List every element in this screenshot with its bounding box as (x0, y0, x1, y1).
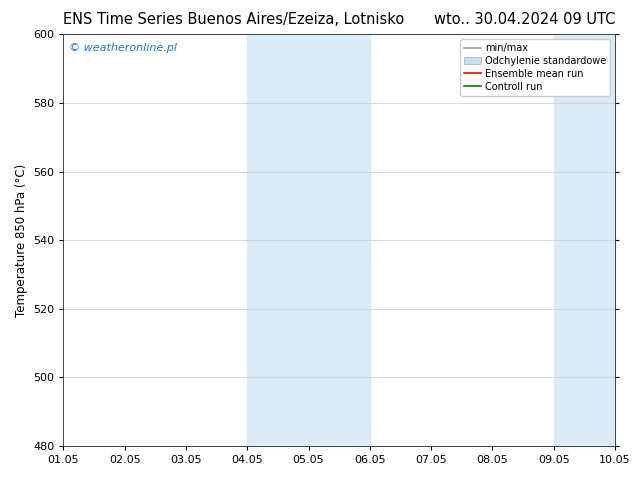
Y-axis label: Temperature 850 hPa (°C): Temperature 850 hPa (°C) (15, 164, 27, 317)
Legend: min/max, Odchylenie standardowe, Ensemble mean run, Controll run: min/max, Odchylenie standardowe, Ensembl… (460, 39, 610, 96)
Bar (247, 34, 370, 446)
Text: wto.. 30.04.2024 09 UTC: wto.. 30.04.2024 09 UTC (434, 12, 615, 27)
Text: ENS Time Series Buenos Aires/Ezeiza, Lotnisko: ENS Time Series Buenos Aires/Ezeiza, Lot… (63, 12, 404, 27)
Text: © weatheronline.pl: © weatheronline.pl (69, 43, 177, 52)
Bar (553, 34, 615, 446)
